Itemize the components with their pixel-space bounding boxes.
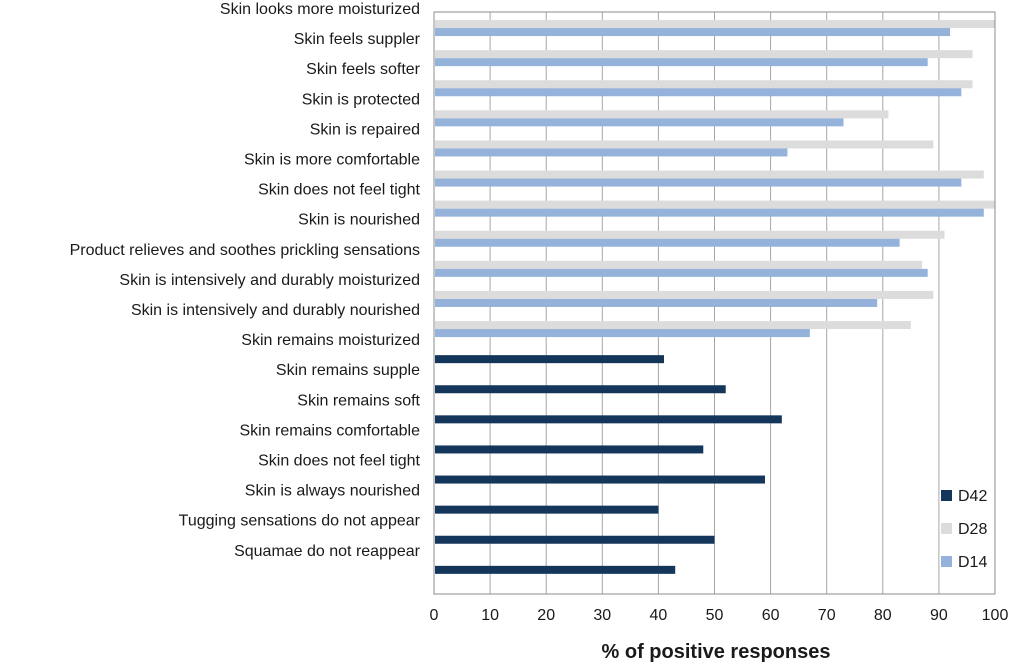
x-axis-ticks: 0 10 20 30 40 50 60 70 80 90 100 [430, 607, 1009, 624]
bar-d14 [435, 268, 928, 277]
bar-d14 [435, 208, 984, 217]
x-tick-label: 50 [706, 607, 724, 624]
category-labels: Skin looks more moisturized Skin feels su… [70, 1, 421, 560]
plot-border [433, 11, 996, 595]
category-label: Squamae do not reappear [234, 543, 421, 560]
bar-d28 [435, 170, 984, 179]
x-tick-label: 60 [762, 607, 780, 624]
legend: D42 D28 D14 [941, 488, 987, 571]
bar-d14 [435, 118, 844, 127]
bar-d28 [435, 20, 995, 29]
bar-d14 [435, 238, 900, 247]
category-label: Skin remains soft [297, 392, 420, 409]
x-tick-label: 80 [874, 607, 892, 624]
bar-d28 [435, 140, 934, 149]
legend-item: D14 [941, 554, 987, 571]
category-label: Skin feels suppler [294, 31, 421, 48]
bar-d42 [435, 385, 726, 394]
category-label: Product relieves and soothes prickling s… [70, 242, 420, 259]
plot-frame [433, 11, 996, 595]
x-tick-label: 90 [930, 607, 948, 624]
category-label: Skin does not feel tight [258, 453, 420, 470]
category-label: Skin is intensively and durably nourishe… [131, 302, 420, 319]
bar-d42 [435, 445, 704, 454]
legend-swatch [941, 523, 952, 534]
x-tick-label: 0 [430, 607, 439, 624]
legend-item: D28 [941, 521, 987, 538]
x-axis-title: % of positive responses [602, 641, 831, 662]
category-label: Skin does not feel tight [258, 182, 420, 199]
bar-d14 [435, 329, 810, 338]
bar-d42 [435, 535, 715, 544]
category-label: Skin is protected [302, 91, 420, 108]
category-label: Skin remains moisturized [241, 332, 420, 349]
x-tick-label: 40 [650, 607, 668, 624]
bar-d28 [435, 200, 995, 209]
legend-label: D42 [958, 488, 987, 505]
bar-d42 [435, 415, 782, 424]
legend-label: D28 [958, 521, 987, 538]
bar-d14 [435, 148, 788, 157]
bar-d42 [435, 475, 765, 484]
bar-d14 [435, 58, 928, 67]
category-label: Skin remains supple [276, 362, 420, 379]
category-label: Tugging sensations do not appear [179, 513, 421, 530]
category-label: Skin looks more moisturized [220, 1, 420, 18]
category-label: Skin is nourished [298, 212, 420, 229]
category-label: Skin is repaired [310, 121, 420, 138]
bar-d42 [435, 355, 665, 364]
category-label: Skin is intensively and durably moisturi… [119, 272, 420, 289]
bar-d14 [435, 178, 962, 187]
bar-d42 [435, 565, 676, 574]
bar-d28 [435, 260, 923, 269]
bar-d42 [435, 505, 659, 514]
category-label: Skin is always nourished [245, 483, 420, 500]
x-tick-label: 10 [481, 607, 499, 624]
x-tick-label: 100 [982, 607, 1009, 624]
bar-d14 [435, 298, 878, 307]
category-label: Skin remains comfortable [239, 422, 420, 439]
bar-d28 [435, 50, 973, 59]
legend-item: D42 [941, 488, 987, 505]
legend-swatch [941, 556, 952, 567]
legend-label: D14 [958, 554, 987, 571]
bar-d28 [435, 230, 945, 239]
bar-d14 [435, 88, 962, 97]
bars [435, 20, 995, 574]
x-tick-label: 70 [818, 607, 836, 624]
bar-d14 [435, 28, 951, 37]
category-label: Skin is more comfortable [244, 152, 420, 169]
category-label: Skin feels softer [306, 61, 421, 78]
bar-d28 [435, 110, 889, 119]
bar-d28 [435, 290, 934, 299]
x-tick-label: 30 [593, 607, 611, 624]
bar-d28 [435, 321, 911, 330]
legend-swatch [941, 490, 952, 501]
x-tick-label: 20 [537, 607, 555, 624]
bar-d28 [435, 80, 973, 89]
